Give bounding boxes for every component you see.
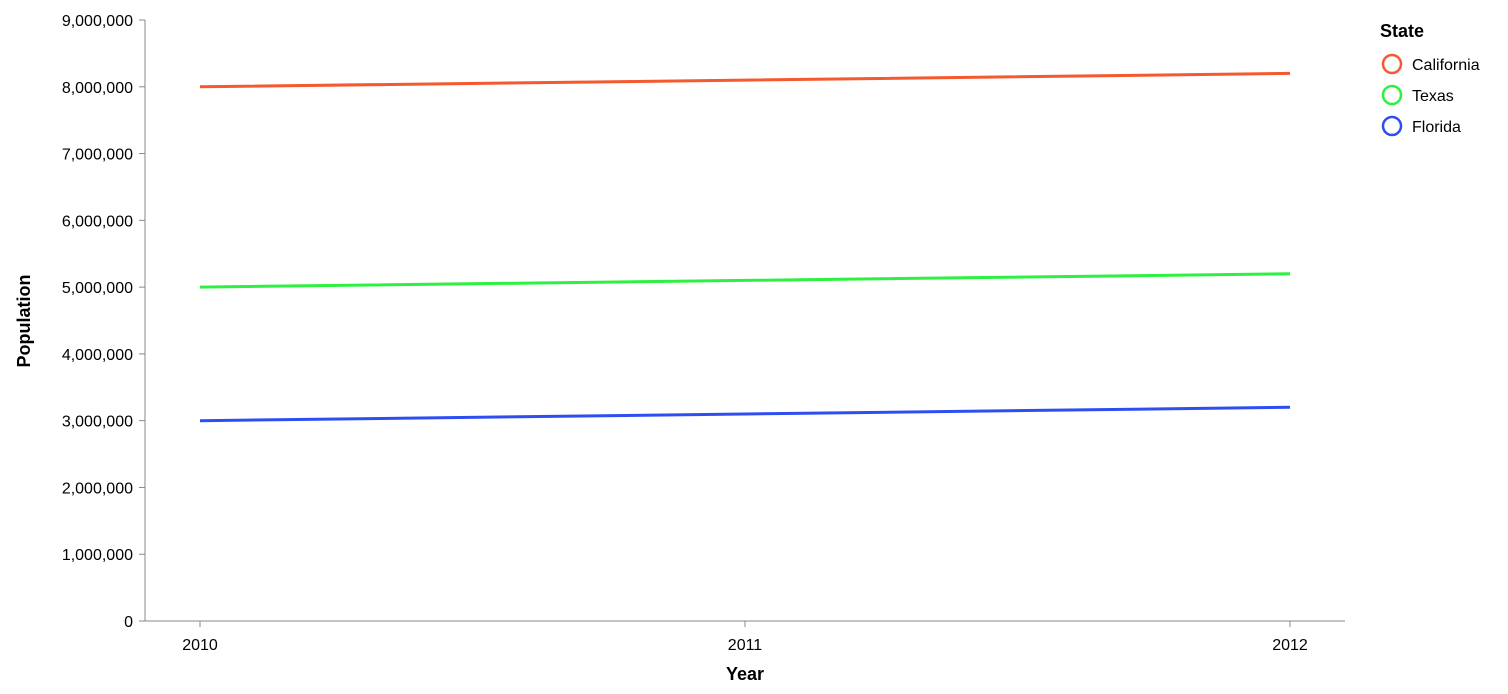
y-tick-label: 9,000,000 [62,13,133,30]
legend-label-california: California [1412,57,1480,74]
x-tick-label: 2010 [182,637,218,654]
y-tick-label: 7,000,000 [62,147,133,164]
legend-symbol-texas [1381,84,1403,106]
y-tick-label: 0 [124,614,133,631]
y-tick-label: 2,000,000 [62,480,133,497]
series-layer [199,71,1291,423]
legend-symbol-california [1381,53,1403,75]
x-tick-label: 2011 [728,637,763,654]
legend: State California Texas Florida [1380,21,1480,137]
y-tick-label: 8,000,000 [62,80,133,97]
y-tick-label: 3,000,000 [62,414,133,431]
y-tick-label: 1,000,000 [62,547,133,564]
series-line-california [199,71,1291,89]
y-tick-label: 4,000,000 [62,347,133,364]
x-axis-title: Year [726,664,764,684]
y-axis: 0 1,000,000 2,000,000 3,000,000 4,000,000 5,0… [62,13,146,631]
legend-title: State [1380,21,1424,41]
y-tick-label: 5,000,000 [62,280,133,297]
legend-label-texas: Texas [1412,88,1454,105]
legend-symbol-florida [1381,115,1403,137]
x-tick-label: 2012 [1272,637,1308,654]
y-axis-title: Population [14,275,34,368]
x-axis: 2010 2011 2012 [145,620,1345,654]
legend-label-florida: Florida [1412,119,1461,136]
y-tick-label: 6,000,000 [62,213,133,230]
series-line-texas [199,272,1291,289]
series-line-florida [199,405,1291,423]
